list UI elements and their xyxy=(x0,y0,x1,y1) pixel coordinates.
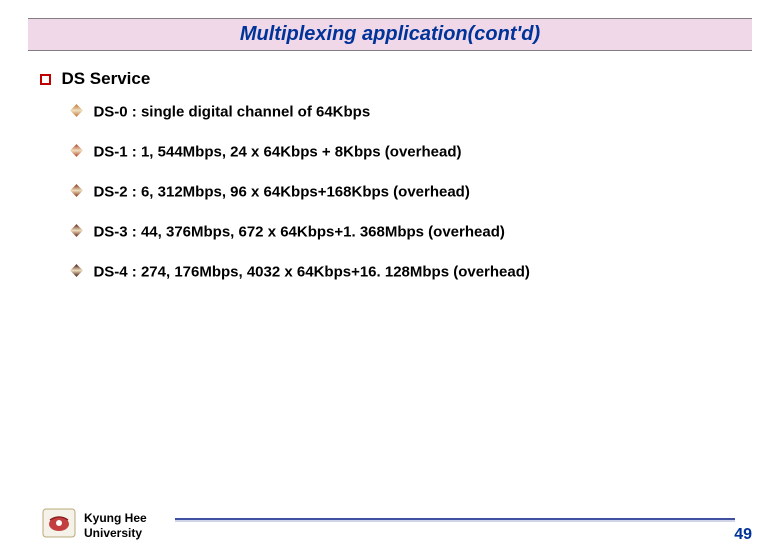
list-item: DS-0 : single digital channel of 64Kbps xyxy=(72,103,780,121)
diamond-bullet-icon xyxy=(70,264,83,277)
list-item-text: DS-4 : 274, 176Mbps, 4032 x 64Kbps+16. 1… xyxy=(93,263,529,280)
list-item-text: DS-1 : 1, 544Mbps, 24 x 64Kbps + 8Kbps (… xyxy=(93,143,461,160)
diamond-bullet-icon xyxy=(70,224,83,237)
university-logo-icon xyxy=(42,508,76,538)
diamond-bullet-icon xyxy=(70,184,83,197)
footer-divider xyxy=(175,518,735,522)
section-heading: DS Service xyxy=(61,69,150,88)
list-item-text: DS-2 : 6, 312Mbps, 96 x 64Kbps+168Kbps (… xyxy=(93,183,469,200)
list-item-text: DS-3 : 44, 376Mbps, 672 x 64Kbps+1. 368M… xyxy=(93,223,504,240)
page-number: 49 xyxy=(734,526,752,544)
slide-footer: Kyung Hee University 49 xyxy=(0,496,780,544)
slide-title: Multiplexing application(cont'd) xyxy=(240,23,540,45)
item-list: DS-0 : single digital channel of 64Kbps … xyxy=(72,103,780,281)
university-line2: University xyxy=(84,526,142,540)
university-line1: Kyung Hee xyxy=(84,511,147,525)
list-item: DS-4 : 274, 176Mbps, 4032 x 64Kbps+16. 1… xyxy=(72,263,780,281)
slide-title-bar: Multiplexing application(cont'd) xyxy=(28,18,752,51)
hollow-square-bullet-icon xyxy=(40,74,51,85)
list-item: DS-3 : 44, 376Mbps, 672 x 64Kbps+1. 368M… xyxy=(72,223,780,241)
list-item-text: DS-0 : single digital channel of 64Kbps xyxy=(93,103,370,120)
list-item: DS-1 : 1, 544Mbps, 24 x 64Kbps + 8Kbps (… xyxy=(72,143,780,161)
university-name: Kyung Hee University xyxy=(84,511,147,541)
section-heading-row: DS Service xyxy=(40,69,780,89)
diamond-bullet-icon xyxy=(70,104,83,117)
list-item: DS-2 : 6, 312Mbps, 96 x 64Kbps+168Kbps (… xyxy=(72,183,780,201)
diamond-bullet-icon xyxy=(70,144,83,157)
